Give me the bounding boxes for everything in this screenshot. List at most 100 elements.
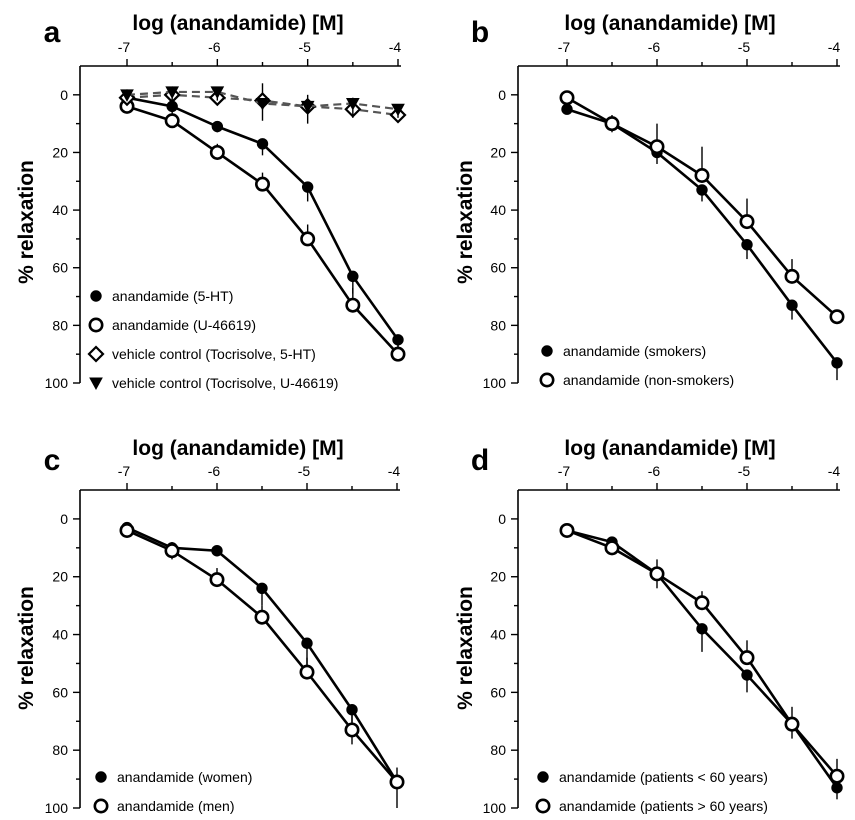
data-point xyxy=(694,595,710,611)
y-tick-label: 100 xyxy=(45,800,69,816)
data-point xyxy=(829,768,845,784)
data-point xyxy=(739,650,755,666)
legend: anandamide (5-HT) anandamide (U-46619) veh… xyxy=(87,288,338,391)
series-line xyxy=(566,529,839,789)
legend-label: anandamide (smokers) xyxy=(563,343,706,359)
y-tick-label: 80 xyxy=(52,317,68,333)
legend-label: anandamide (patients > 60 years) xyxy=(559,798,768,814)
data-point xyxy=(211,545,223,557)
x-tick-label: -6 xyxy=(648,463,661,479)
legend-marker xyxy=(89,377,103,391)
legend-label: vehicle control (Tocrisolve, 5-HT) xyxy=(112,346,316,362)
x-tick-label: -4 xyxy=(388,463,401,479)
data-point xyxy=(164,113,180,129)
data-point xyxy=(345,97,360,111)
data-point xyxy=(299,664,315,680)
data-point xyxy=(209,144,225,160)
x-tick-label: -4 xyxy=(389,39,402,55)
legend-label: anandamide (men) xyxy=(117,798,235,814)
data-point xyxy=(256,138,269,150)
panel-letter: a xyxy=(44,16,61,49)
y-tick-label: 100 xyxy=(45,375,69,391)
data-point xyxy=(559,522,575,538)
series-1 xyxy=(121,521,403,808)
x-tick-label: -7 xyxy=(558,463,571,479)
series-line xyxy=(126,529,398,783)
x-tick-label: -7 xyxy=(118,39,131,55)
y-tick-label: 100 xyxy=(483,375,507,391)
data-point xyxy=(347,270,359,283)
data-point xyxy=(741,669,753,681)
data-point xyxy=(119,522,135,538)
legend-label: anandamide (non-smokers) xyxy=(563,372,734,388)
data-point xyxy=(254,609,270,625)
data-point xyxy=(561,103,573,115)
legend-marker xyxy=(93,798,109,814)
y-tick-label: 0 xyxy=(498,511,506,527)
data-point xyxy=(164,543,180,559)
y-tick-label: 0 xyxy=(498,87,506,103)
data-point xyxy=(696,623,708,635)
series-4 xyxy=(120,86,405,124)
legend-marker xyxy=(535,798,551,814)
data-point xyxy=(211,120,224,133)
x-axis-title: log (anandamide) [M] xyxy=(132,12,343,35)
legend-marker xyxy=(88,317,104,333)
series-line xyxy=(566,529,838,778)
series-line xyxy=(566,96,838,318)
x-tick-label: -6 xyxy=(208,463,221,479)
y-tick-label: 20 xyxy=(490,144,506,160)
y-tick-label: 60 xyxy=(490,684,506,700)
data-point xyxy=(165,86,180,99)
series-1 xyxy=(561,103,843,381)
data-point xyxy=(209,572,225,588)
series-line xyxy=(126,526,399,783)
data-point xyxy=(344,722,360,738)
panel-b: -7 -6 -5 -4 0 20 40 60 80 100 log (anandamide) [M]… xyxy=(454,12,845,391)
panel-letter: c xyxy=(44,444,61,477)
data-point xyxy=(300,100,315,114)
x-axis-title: log (anandamide) [M] xyxy=(564,437,775,460)
data-point xyxy=(829,309,845,325)
data-point xyxy=(604,540,620,556)
legend-label: anandamide (women) xyxy=(117,769,252,785)
y-axis-title: % relaxation xyxy=(15,586,38,710)
y-tick-label: 60 xyxy=(52,684,68,700)
data-point xyxy=(784,268,800,284)
y-axis-title: % relaxation xyxy=(454,160,477,284)
x-tick-label: -5 xyxy=(298,463,311,479)
panel-letter: d xyxy=(471,444,489,477)
x-tick-label: -7 xyxy=(558,39,571,55)
panel-a: -7 -6 -5 -4 0 20 40 60 80 100 log (anandamide) [M]… xyxy=(15,12,407,391)
series-1 xyxy=(561,524,843,800)
data-point xyxy=(390,346,406,362)
y-tick-label: 80 xyxy=(52,742,68,758)
x-tick-label: -7 xyxy=(118,463,131,479)
legend: anandamide (patients < 60 years) anandami… xyxy=(535,769,768,814)
legend-label: anandamide (U-46619) xyxy=(112,317,256,333)
legend-label: anandamide (patients < 60 years) xyxy=(559,769,768,785)
panel-d: -7 -6 -5 -4 0 20 40 60 80 100 log (anandamide) [M]… xyxy=(454,437,845,816)
legend-marker xyxy=(541,345,553,357)
y-tick-label: 40 xyxy=(52,202,68,218)
y-tick-label: 40 xyxy=(52,627,68,643)
y-tick-label: 20 xyxy=(490,569,506,585)
legend-label: anandamide (5-HT) xyxy=(112,288,233,304)
x-tick-label: -4 xyxy=(828,39,841,55)
y-axis-title: % relaxation xyxy=(15,160,38,284)
data-point xyxy=(831,782,843,794)
data-point xyxy=(696,184,708,196)
y-tick-label: 40 xyxy=(490,202,506,218)
data-point xyxy=(345,297,361,313)
y-tick-label: 60 xyxy=(52,260,68,276)
y-tick-label: 20 xyxy=(52,569,68,585)
y-tick-label: 20 xyxy=(52,144,68,160)
legend: anandamide (women) anandamide (men) xyxy=(93,769,252,814)
data-point xyxy=(255,97,270,111)
data-point xyxy=(831,357,843,369)
x-tick-label: -5 xyxy=(738,463,751,479)
data-point xyxy=(254,176,270,192)
data-point xyxy=(210,86,225,99)
panel-letter: b xyxy=(471,16,489,49)
